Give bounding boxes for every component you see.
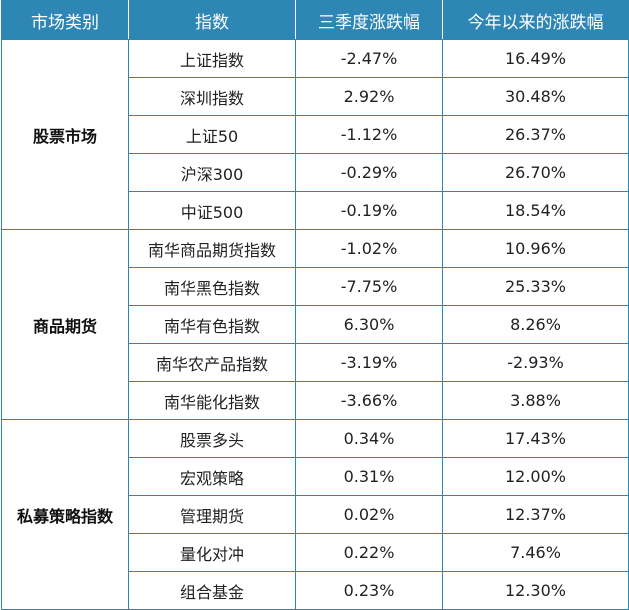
index-cell: 管理期货 [128,495,296,534]
q3-cell: -0.19% [295,191,443,230]
ytd-cell: 7.46% [442,533,629,572]
ytd-cell: 12.00% [442,457,629,496]
index-cell: 上证50 [128,115,296,154]
index-cell: 南华农产品指数 [128,343,296,382]
table-header-row: 市场类别 指数 三季度涨跌幅 今年以来的涨跌幅 [1,0,629,40]
table-row: 南华黑色指数 -7.75% 25.33% [2,267,629,306]
q3-cell: 0.31% [295,457,443,496]
index-cell: 组合基金 [128,571,296,610]
index-cell: 股票多头 [128,419,296,458]
index-cell: 上证指数 [128,39,296,78]
header-ytd-change: 今年以来的涨跌幅 [442,0,629,40]
ytd-cell: 26.70% [442,153,629,192]
index-cell: 沪深300 [128,153,296,192]
index-cell: 南华有色指数 [128,305,296,344]
table-row: 商品期货 南华商品期货指数 -1.02% 10.96% [1,229,629,420]
q3-cell: -2.47% [295,39,443,78]
ytd-cell: 25.33% [442,267,629,306]
index-cell: 宏观策略 [128,457,296,496]
ytd-cell: 16.49% [442,39,629,78]
q3-cell: -1.12% [295,115,443,154]
table-row: 私募策略指数 股票多头 0.34% 17.43% [1,419,629,610]
q3-cell: -3.19% [295,343,443,382]
table-row: 量化对冲 0.22% 7.46% [2,533,629,572]
q3-cell: 0.02% [295,495,443,534]
category-cell: 商品期货 [1,229,129,420]
header-market-category: 市场类别 [1,0,129,40]
ytd-cell: -2.93% [442,343,629,382]
ytd-cell: 17.43% [442,419,629,458]
category-cell: 股票市场 [1,39,129,230]
q3-cell: 6.30% [295,305,443,344]
ytd-cell: 3.88% [442,381,629,420]
index-cell: 深圳指数 [128,77,296,116]
table-row: 南华农产品指数 -3.19% -2.93% [2,343,629,382]
q3-cell: -7.75% [295,267,443,306]
index-cell: 南华能化指数 [128,381,296,420]
table-row: 宏观策略 0.31% 12.00% [2,457,629,496]
ytd-cell: 18.54% [442,191,629,230]
header-q3-change: 三季度涨跌幅 [295,0,443,40]
table-row: 中证500 -0.19% 18.54% [2,191,629,230]
q3-cell: -1.02% [295,229,443,268]
q3-cell: 2.92% [295,77,443,116]
index-cell: 南华商品期货指数 [128,229,296,268]
index-cell: 中证500 [128,191,296,230]
q3-cell: -3.66% [295,381,443,420]
ytd-cell: 12.30% [442,571,629,610]
table-row: 管理期货 0.02% 12.37% [2,495,629,534]
category-cell: 私募策略指数 [1,419,129,610]
q3-cell: 0.22% [295,533,443,572]
table-row: 沪深300 -0.29% 26.70% [2,153,629,192]
index-cell: 量化对冲 [128,533,296,572]
ytd-cell: 8.26% [442,305,629,344]
table-row: 南华能化指数 -3.66% 3.88% [2,381,629,420]
table-row: 深圳指数 2.92% 30.48% [2,77,629,116]
table-row: 组合基金 0.23% 12.30% [2,571,629,610]
ytd-cell: 30.48% [442,77,629,116]
ytd-cell: 10.96% [442,229,629,268]
header-index: 指数 [128,0,296,40]
q3-cell: -0.29% [295,153,443,192]
q3-cell: 0.23% [295,571,443,610]
ytd-cell: 26.37% [442,115,629,154]
table-row: 上证50 -1.12% 26.37% [2,115,629,154]
table-row: 南华有色指数 6.30% 8.26% [2,305,629,344]
ytd-cell: 12.37% [442,495,629,534]
table-row: 股票市场 上证指数 -2.47% 16.49% [1,39,629,230]
q3-cell: 0.34% [295,419,443,458]
index-cell: 南华黑色指数 [128,267,296,306]
